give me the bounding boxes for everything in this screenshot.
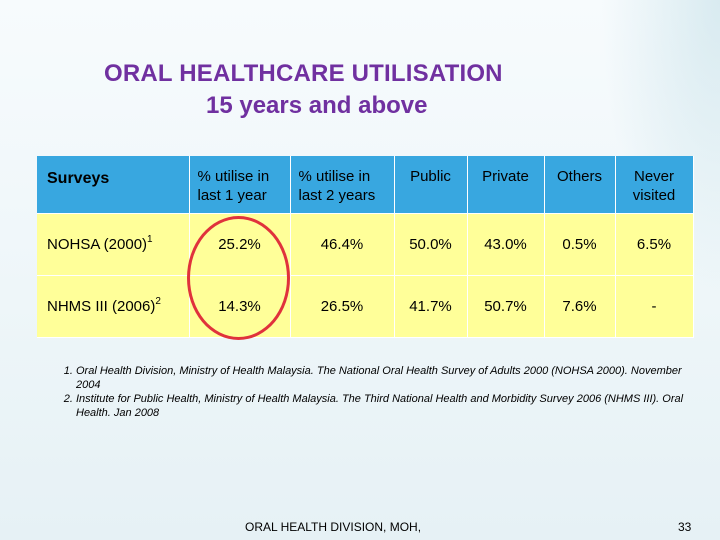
slide-subtitle: 15 years and above <box>206 92 428 119</box>
footer-text: ORAL HEALTH DIVISION, MOH, <box>245 520 422 534</box>
value-cell: 50.0% <box>394 213 468 276</box>
header-private: Private <box>467 156 545 214</box>
header-line: last 1 year <box>197 187 267 204</box>
header-others: Others <box>544 156 616 214</box>
value-cell: 46.4% <box>290 213 395 276</box>
value-cell: 26.5% <box>290 275 395 338</box>
header-surveys: Surveys <box>37 156 190 214</box>
value-cell: 43.0% <box>467 213 545 276</box>
value-cell: 41.7% <box>394 275 468 338</box>
header-never-visited: Never visited <box>615 156 694 214</box>
footnote-item: Institute for Public Health, Ministry of… <box>76 392 696 420</box>
table-row: NHMS III (2006)2 14.3% 26.5% 41.7% 50.7%… <box>37 275 694 338</box>
header-line: % utilise in <box>298 168 371 185</box>
survey-name-cell: NHMS III (2006)2 <box>37 275 190 338</box>
header-public: Public <box>394 156 468 214</box>
footnotes: Oral Health Division, Ministry of Health… <box>60 364 696 420</box>
value-cell: 6.5% <box>615 213 694 276</box>
survey-name-cell: NOHSA (2000)1 <box>37 213 190 276</box>
survey-name: NOHSA (2000) <box>47 236 148 253</box>
page-number: 33 <box>678 520 692 534</box>
reference-marker: 1 <box>147 234 153 245</box>
value-cell: - <box>615 275 694 338</box>
value-cell: 14.3% <box>189 275 291 338</box>
slide-title: ORAL HEALTHCARE UTILISATION <box>104 60 503 87</box>
header-utilise-2yr: % utilise in last 2 years <box>290 156 395 214</box>
reference-marker: 2 <box>155 296 161 307</box>
utilisation-table: Surveys % utilise in last 1 year % utili… <box>37 156 694 338</box>
header-line: visited <box>632 187 676 204</box>
value-cell: 7.6% <box>544 275 616 338</box>
table-header-row: Surveys % utilise in last 1 year % utili… <box>37 156 694 214</box>
survey-name: NHMS III (2006) <box>47 298 156 315</box>
table-row: NOHSA (2000)1 25.2% 46.4% 50.0% 43.0% 0.… <box>37 213 694 276</box>
value-cell: 25.2% <box>189 213 291 276</box>
header-utilise-1yr: % utilise in last 1 year <box>189 156 291 214</box>
value-cell: 50.7% <box>467 275 545 338</box>
header-line: % utilise in <box>197 168 270 185</box>
header-line: last 2 years <box>298 187 376 204</box>
footnote-item: Oral Health Division, Ministry of Health… <box>76 364 696 392</box>
value-cell: 0.5% <box>544 213 616 276</box>
header-line: Never <box>633 168 674 185</box>
